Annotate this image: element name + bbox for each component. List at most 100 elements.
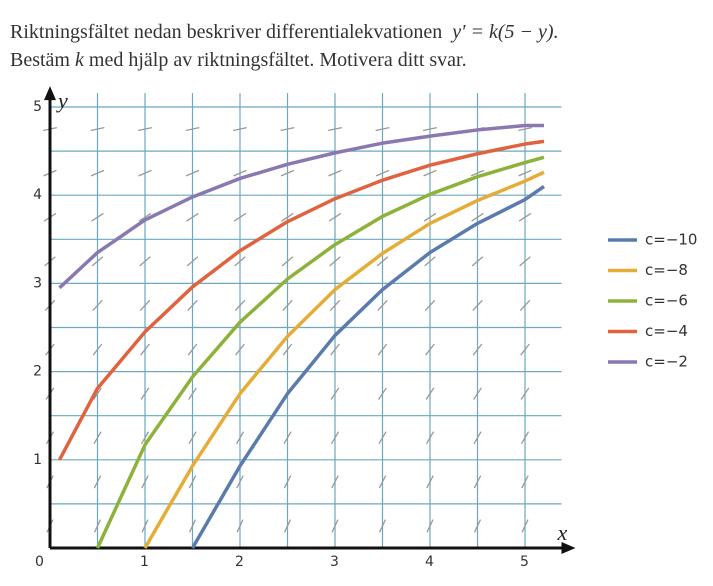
slope-dash (91, 256, 104, 267)
slope-dash (375, 126, 390, 132)
question-text: Bestäm (10, 49, 70, 71)
slope-dash (472, 299, 483, 312)
slope-dash (141, 475, 149, 489)
slope-dash (377, 299, 388, 312)
slope-dash (91, 212, 104, 222)
slope-dash (518, 169, 532, 177)
slope-dash (283, 519, 292, 533)
slope-dash (233, 126, 247, 132)
slope-dash (138, 169, 152, 177)
slope-dash (188, 387, 197, 400)
series-line (190, 184, 546, 549)
slope-dash (423, 126, 437, 132)
slope-dash (423, 169, 437, 177)
slope-dash (280, 126, 295, 132)
slope-dash (93, 387, 102, 400)
slope-dash (186, 256, 199, 267)
x-tick-label: 3 (330, 554, 339, 570)
slope-dash (328, 169, 342, 177)
slope-dash (520, 431, 530, 445)
slope-dash (470, 169, 485, 177)
slope-dash (92, 343, 103, 356)
series-line (58, 123, 544, 290)
slope-dash (473, 431, 482, 445)
slope-dash (140, 431, 150, 445)
y-tick-label: 1 (33, 452, 42, 468)
slope-dash (328, 212, 342, 222)
slope-dash (378, 387, 387, 400)
slope-dash (328, 126, 342, 132)
slope-dash (471, 256, 484, 267)
slope-dash (235, 343, 245, 356)
plot: x y 0 1 2 3 4 5 1 2 3 4 5 c=−10 c=−8 c=−6 c=−4 c=−2 (33, 86, 697, 570)
slope-dash (376, 256, 389, 267)
slope-dash (140, 343, 150, 356)
slope-dash (518, 126, 532, 132)
slope-dash (377, 343, 388, 356)
slope-dash (187, 343, 198, 356)
slope-dash (331, 475, 339, 489)
slope-dash (90, 126, 105, 132)
slope-dash (378, 431, 387, 445)
slope-dash (235, 431, 245, 445)
slope-dash (425, 431, 435, 445)
x-tick-label: 1 (140, 554, 149, 570)
slope-dash (473, 387, 482, 400)
slope-dash (93, 519, 102, 533)
slope-dash (329, 299, 341, 312)
x-tick-label: 5 (520, 554, 529, 570)
slope-dash (426, 519, 434, 533)
slope-dash (186, 212, 199, 222)
slope-dash (473, 519, 482, 533)
slope-dash (92, 299, 103, 312)
slope-dash (188, 475, 197, 489)
slope-dash (282, 299, 293, 312)
y-tick-label: 5 (33, 99, 42, 115)
slope-dash (521, 519, 529, 533)
x-tick-label: 4 (425, 554, 434, 570)
slope-dash (138, 126, 152, 132)
slope-dash (520, 387, 530, 400)
series-line (95, 155, 545, 549)
slope-dash (93, 431, 102, 445)
slope-dash (424, 299, 436, 312)
question-math: k (75, 49, 85, 71)
slope-dash (236, 475, 244, 489)
slope-dash (234, 299, 246, 312)
x-tick-label: 2 (235, 554, 244, 570)
legend-label: c=−8 (645, 261, 688, 279)
slope-dash (185, 126, 200, 132)
equation: y′ = k(5 − y). (450, 21, 558, 43)
slope-dash (331, 519, 339, 533)
slope-dash (283, 475, 292, 489)
slope-dash (233, 169, 247, 177)
y-tick-label: 2 (33, 364, 42, 380)
slope-dash (378, 475, 387, 489)
slope-dash (281, 212, 294, 222)
y-axis-arrow (44, 86, 56, 101)
y-tick-label: 4 (33, 187, 42, 203)
slope-dash (139, 299, 151, 312)
y-axis-label: y (56, 88, 68, 113)
slope-dash (520, 343, 530, 356)
slope-dash (472, 343, 483, 356)
slope-dash (378, 519, 387, 533)
slope-dash (234, 256, 246, 267)
slope-dash (519, 299, 531, 312)
question-text: Riktningsfältet nedan beskriver differen… (10, 21, 442, 43)
slope-dash (426, 475, 434, 489)
slope-dash (283, 431, 292, 445)
legend-label: c=−2 (645, 353, 688, 371)
slope-dash (188, 519, 197, 533)
slope-dash (140, 387, 150, 400)
slope-dash (93, 475, 102, 489)
legend-label: c=−6 (645, 292, 688, 310)
slope-dash (425, 387, 435, 400)
slope-dash (282, 343, 293, 356)
slope-dash (233, 212, 247, 222)
slope-dash (473, 475, 482, 489)
x-tick-label: 0 (35, 554, 44, 570)
slope-dash (236, 519, 244, 533)
x-axis-label: x (557, 520, 568, 545)
